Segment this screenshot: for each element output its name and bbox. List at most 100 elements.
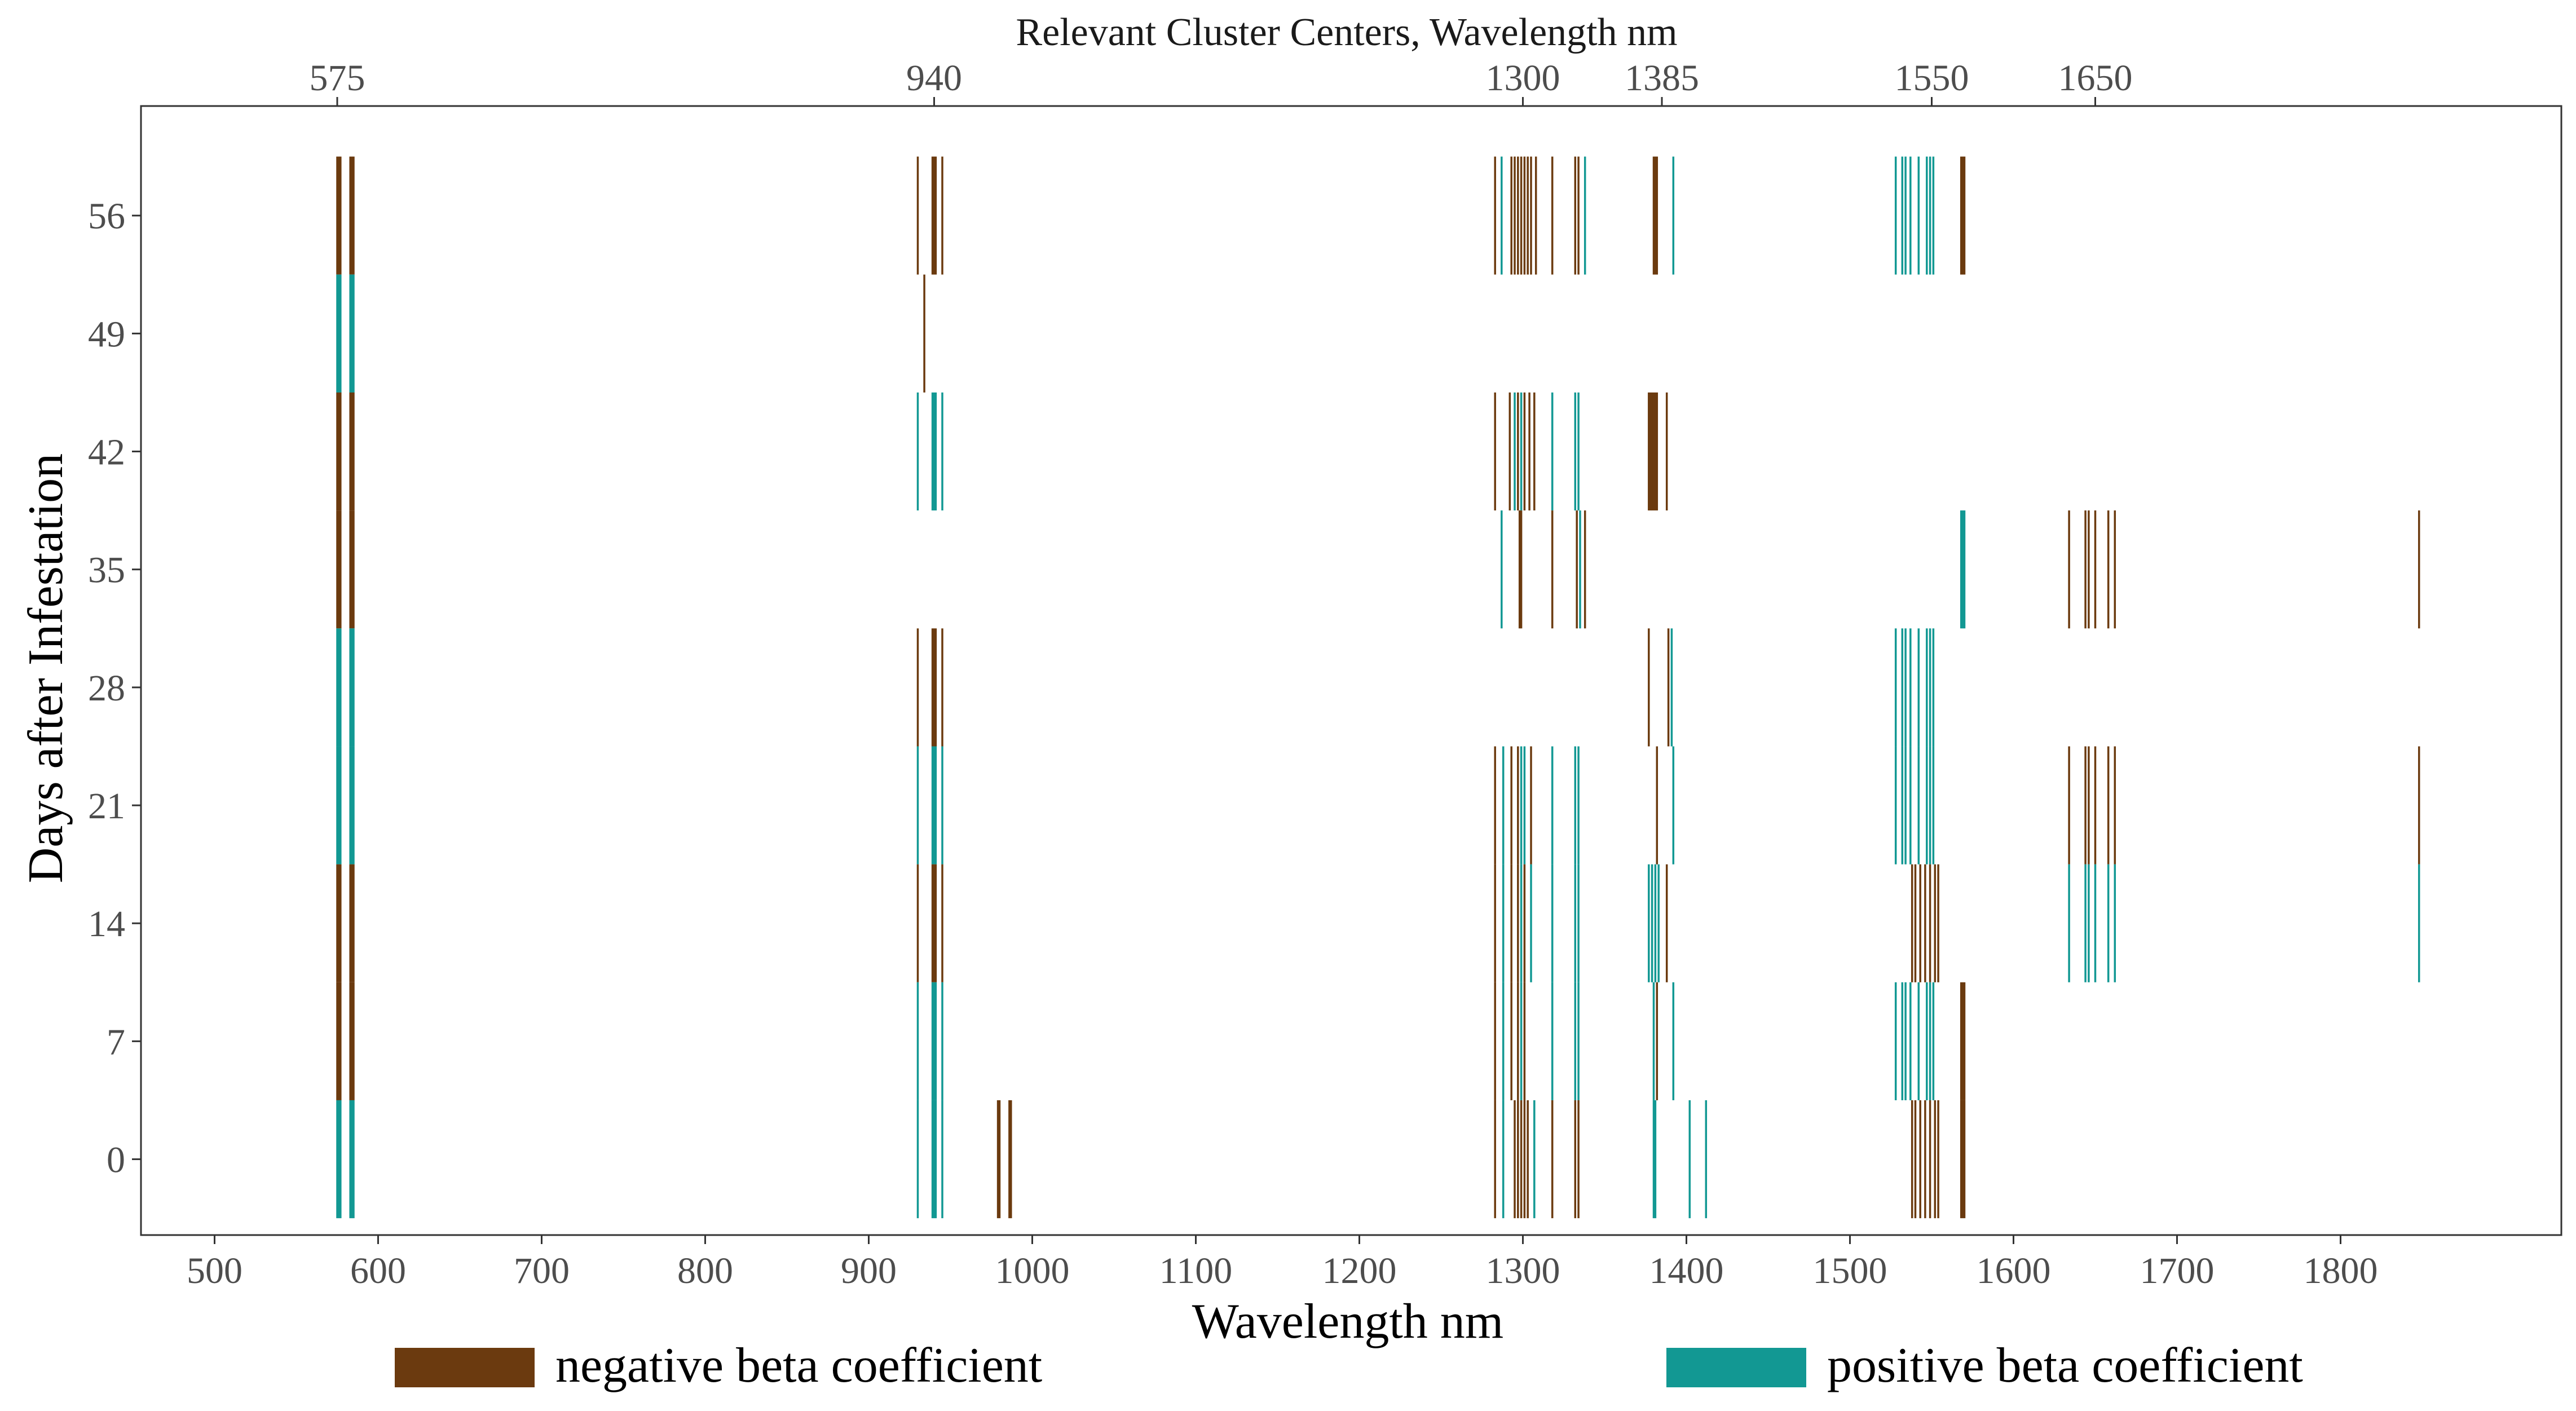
bar-positive-day28-576nm [338,628,340,747]
bar-negative-day7-583nm [349,982,351,1100]
bar-positive-day0-583nm [349,1100,351,1219]
bar-negative-day56-1568nm [1960,156,1962,275]
bar-positive-day21-945nm [941,746,943,865]
bar-positive-day42-939nm [931,392,934,511]
bar-positive-day42-940nm [933,392,936,511]
bar-positive-day7-939nm [931,982,934,1100]
bar-positive-day49-576nm [338,274,340,393]
x-tick-label-1300: 1300 [1486,1250,1560,1291]
bar-negative-day35-584nm [351,510,353,629]
bar-positive-day21-1301nm [1523,746,1526,865]
bar-positive-day7-945nm [941,982,943,1100]
bar-negative-day42-576nm [338,392,340,511]
bar-negative-day0-1538nm [1911,1100,1913,1219]
bar-positive-day56-1537nm [1909,156,1912,275]
bar-positive-day14-1658nm [2107,864,2110,982]
y-tick-label-56: 56 [88,196,125,237]
bar-positive-day35-1570nm [1963,510,1966,629]
x-tick-label-1000: 1000 [995,1250,1070,1291]
x-tick-label-1200: 1200 [1322,1250,1397,1291]
bar-negative-day0-1569nm [1961,1100,1964,1219]
x-tick-label-500: 500 [187,1250,242,1291]
bar-positive-day56-1528nm [1894,156,1897,275]
bar-positive-day0-575nm [336,1100,338,1219]
bar-negative-day56-1293nm [1510,156,1512,275]
bar-negative-day14-1540nm [1914,864,1917,982]
bar-negative-day42-1283nm [1494,392,1496,511]
bar-negative-day0-1318nm [1551,1100,1554,1219]
bar-positive-day0-1307nm [1533,1100,1536,1219]
bar-positive-day14-1379nm [1651,864,1653,982]
bar-negative-day35-1299nm [1520,510,1523,629]
bar-negative-day56-1332nm [1574,156,1577,275]
bar-negative-day14-575nm [336,864,338,982]
y-tick-label-35: 35 [88,550,125,591]
bar-positive-day7-930nm [916,982,919,1100]
chart-axes: 500 600 700 800 900 1000 1100 1200 1300 1400 1500 1… [88,58,2562,1291]
bar-negative-day0-987nm [1010,1100,1012,1219]
bar-negative-day49-934nm [923,274,925,393]
top-tick-label-940: 940 [906,58,962,99]
bar-negative-day35-577nm [339,510,342,629]
y-tick-label-49: 49 [88,314,125,355]
bar-positive-day42-1299nm [1520,392,1523,511]
bar-positive-day21-583nm [349,746,351,865]
x-tick-label-1600: 1600 [1977,1250,2051,1291]
bar-positive-day56-1338nm [1583,156,1586,275]
bar-positive-day42-945nm [941,392,943,511]
bar-negative-day28-1377nm [1648,628,1650,747]
bar-positive-day14-1334nm [1577,864,1580,982]
y-tick-label-28: 28 [88,668,125,709]
bar-positive-day28-1547nm [1926,628,1928,747]
y-tick-label-7: 7 [107,1021,125,1062]
x-tick-label-1400: 1400 [1649,1250,1724,1291]
bar-positive-day0-945nm [941,1100,943,1219]
y-tick-label-14: 14 [88,903,125,945]
bar-positive-day42-1332nm [1574,392,1577,511]
bar-negative-day56-1303nm [1527,156,1529,275]
bar-negative-day42-577nm [339,392,342,511]
bar-positive-day28-1542nm [1917,628,1920,747]
bar-positive-day14-1662nm [2114,864,2116,982]
bar-negative-day7-577nm [339,982,342,1100]
bar-positive-day7-941nm [934,982,937,1100]
bar-negative-day21-1297nm [1517,746,1519,865]
bar-positive-day14-1383nm [1657,864,1660,982]
bar-negative-day14-1543nm [1919,864,1921,982]
bar-positive-day28-583nm [349,628,351,747]
bar-positive-day28-1549nm [1929,628,1931,747]
bar-negative-day0-1568nm [1960,1100,1962,1219]
bar-positive-day28-1391nm [1670,628,1673,747]
x-tick-label-900: 900 [841,1250,897,1291]
bar-positive-day7-1532nm [1901,982,1904,1100]
bar-negative-day56-1283nm [1494,156,1496,275]
bar-positive-day14-1332nm [1574,864,1577,982]
bar-positive-day7-1537nm [1909,982,1912,1100]
bar-negative-day42-1307nm [1533,392,1536,511]
bar-negative-day14-1552nm [1934,864,1937,982]
bar-positive-day0-940nm [933,1100,936,1219]
x-tick-label-1500: 1500 [1813,1250,1887,1291]
bar-negative-day35-585nm [352,510,355,629]
bar-negative-day56-1381nm [1654,156,1657,275]
bar-negative-day14-1297nm [1517,864,1519,982]
bar-negative-day35-1644nm [2084,510,2087,629]
bar-positive-day0-576nm [338,1100,340,1219]
bar-negative-day35-1634nm [2068,510,2070,629]
bar-negative-day21-1305nm [1530,746,1532,865]
bar-negative-day42-1380nm [1652,392,1655,511]
bar-positive-day14-1299nm [1520,864,1523,982]
bar-negative-day56-577nm [339,156,342,275]
bar-negative-day21-1644nm [2084,746,2087,865]
bar-negative-day42-575nm [336,392,338,511]
bar-negative-day7-575nm [336,982,338,1100]
bar-negative-day56-1380nm [1652,156,1655,275]
bar-negative-day0-979nm [996,1100,999,1219]
bar-positive-day28-1534nm [1904,628,1907,747]
bar-positive-day21-1547nm [1926,746,1928,865]
bar-positive-day56-1542nm [1917,156,1920,275]
bar-negative-day14-577nm [339,864,342,982]
bar-positive-day56-1287nm [1501,156,1503,275]
bar-negative-day21-1283nm [1494,746,1496,865]
bar-negative-day56-1305nm [1530,156,1532,275]
